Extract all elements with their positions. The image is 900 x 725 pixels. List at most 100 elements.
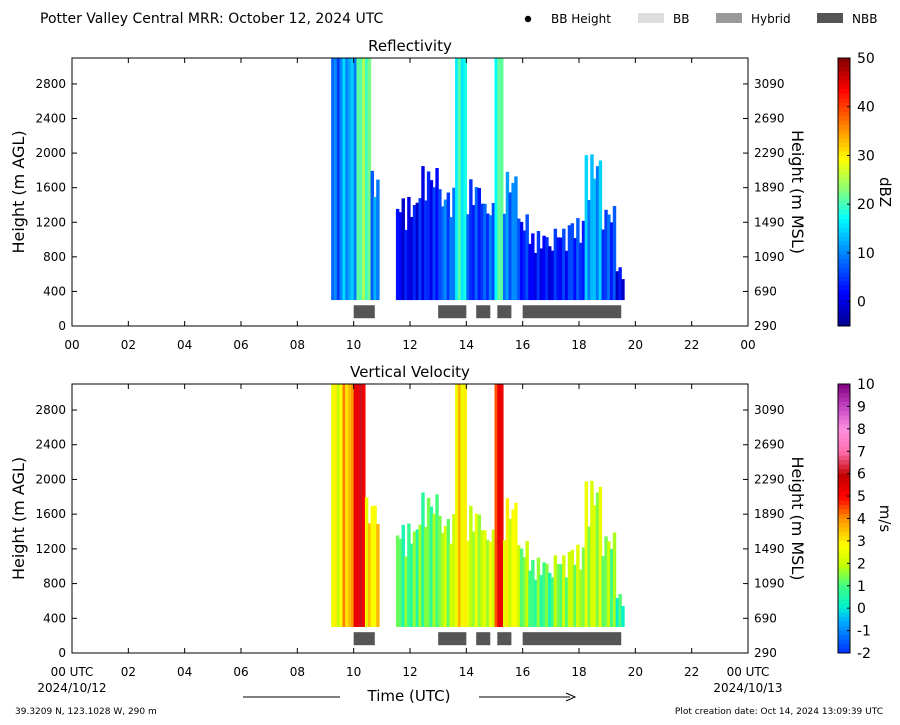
colorbar-step (838, 129, 850, 135)
x-end-tick: 00 UTC (727, 665, 770, 679)
echo-column (581, 547, 586, 627)
colorbar-tick-label: 50 (857, 51, 875, 67)
location-text: 39.3209 N, 123.1028 W, 290 m (15, 707, 157, 717)
echo-column (559, 564, 563, 627)
echo-column (609, 548, 614, 627)
echo-column (491, 202, 496, 301)
colorbar-step (838, 151, 850, 157)
echo-column (342, 58, 346, 301)
echo-column (500, 58, 504, 301)
echo-column (505, 498, 510, 627)
echo-column (421, 492, 425, 627)
echo-column (483, 203, 487, 301)
colorbar-step (838, 491, 850, 497)
echo-column (528, 570, 532, 627)
echo-column (598, 160, 603, 301)
colorbar-step (838, 635, 850, 641)
x-tick-label: 22 (684, 665, 699, 679)
colorbar-step (838, 138, 850, 144)
colorbar-step (838, 312, 850, 318)
panel-title: Vertical Velocity (350, 363, 470, 381)
colorbar-step (838, 169, 850, 175)
echo-column (486, 540, 490, 627)
echo-column (488, 215, 493, 301)
echo-column (553, 555, 558, 627)
legend: BB Height BB Hybrid NBB (524, 12, 877, 26)
colorbar-step (838, 120, 850, 126)
echo-column (514, 502, 518, 627)
colorbar-step (838, 66, 850, 72)
echo-column (612, 206, 617, 301)
echo-column (615, 598, 620, 627)
echo-column (452, 514, 456, 627)
echo-column (435, 167, 439, 301)
echo-column (404, 556, 408, 627)
y-axis-title: Height (m AGL) (9, 130, 28, 253)
echo-column (342, 384, 346, 627)
echo-column (573, 238, 577, 301)
echo-column (370, 506, 374, 627)
colorbar-tick-label: 8 (857, 422, 866, 438)
legend-label: BB Height (551, 12, 611, 26)
colorbar-tick-label: 6 (857, 467, 866, 483)
echo-column (474, 513, 479, 627)
echo-column (438, 515, 442, 627)
echo-column (401, 198, 405, 301)
x-tick-label: 12 (402, 665, 417, 679)
x-tick-label: 06 (233, 338, 248, 352)
colorbar-step (838, 464, 850, 470)
x-tick-label: 20 (628, 665, 643, 679)
y-axis-right-title: Height (m MSL) (788, 130, 807, 254)
y-right-tick-label: 1890 (754, 181, 785, 195)
echo-column (494, 58, 498, 301)
echo-column (412, 205, 417, 301)
x-tick-label: 18 (571, 338, 586, 352)
y-right-tick-label: 3090 (754, 403, 785, 417)
echo-column (612, 532, 617, 627)
echo-column (570, 223, 574, 301)
colorbar-step (838, 98, 850, 104)
echo-column (545, 237, 549, 301)
y-tick-label: 2800 (35, 77, 66, 91)
echo-column (587, 199, 591, 301)
echo-column (545, 563, 549, 627)
y-tick-label: 800 (43, 577, 66, 591)
echo-column (426, 497, 431, 627)
colorbar-step (838, 572, 850, 578)
echo-column (564, 250, 569, 301)
colorbar: 0 10 20 30 40 50 dBZ (837, 51, 894, 327)
colorbar-tick-label: 2 (857, 556, 866, 572)
y-right-tick-label: 1090 (754, 250, 785, 264)
colorbar-tick-label: 5 (857, 489, 866, 505)
colorbar-step (838, 384, 850, 389)
echo-column (511, 182, 515, 301)
legend-label: Hybrid (751, 12, 791, 26)
bb-segment-nbb (476, 305, 491, 319)
echo-column (491, 529, 496, 627)
colorbar-step (838, 406, 850, 412)
echo-column (469, 179, 473, 301)
colorbar-step (838, 245, 850, 251)
y-right-tick-label: 3090 (754, 77, 785, 91)
echo-column (415, 529, 420, 627)
echo-column (362, 384, 366, 627)
echo-column (579, 242, 583, 301)
y-tick-label: 2800 (35, 403, 66, 417)
echo-column (508, 518, 512, 627)
colorbar-step (838, 545, 850, 551)
colorbar-step (838, 549, 850, 555)
y-right-tick-label: 2290 (754, 472, 785, 486)
colorbar-step (838, 644, 850, 650)
colorbar-step (838, 496, 850, 502)
colorbar-step (838, 603, 850, 609)
echo-column (418, 524, 422, 627)
colorbar-step (838, 410, 850, 416)
echo-column (395, 208, 400, 301)
colorbar-step (838, 102, 850, 108)
echo-column (618, 594, 622, 627)
colorbar-tick-label: -1 (857, 624, 871, 640)
echo-column (339, 384, 343, 627)
x-tick-label: 02 (121, 665, 136, 679)
echo-column (601, 229, 605, 301)
